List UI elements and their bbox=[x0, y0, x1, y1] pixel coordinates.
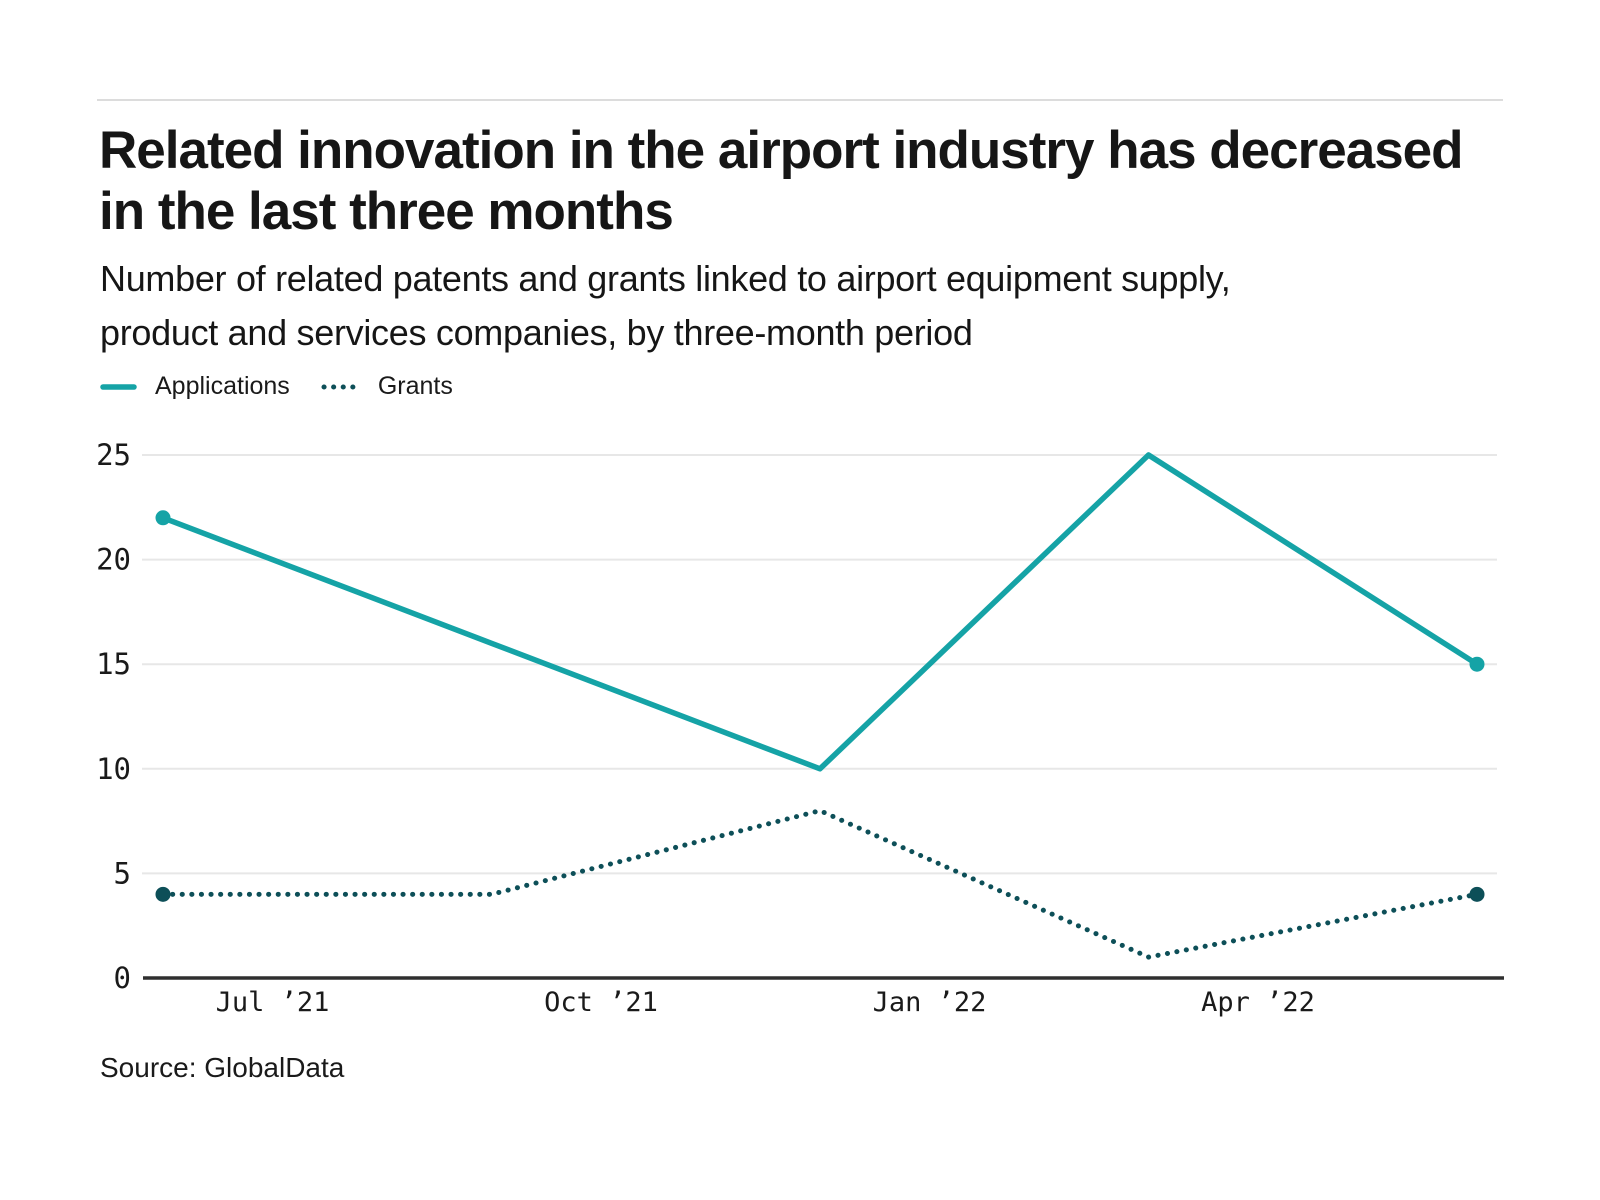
source-note: Source: GlobalData bbox=[100, 1052, 345, 1083]
legend-item-applications: Applications bbox=[100, 372, 290, 401]
y-tick-label-20: 20 bbox=[96, 543, 131, 577]
legend: Applications Grants bbox=[100, 372, 453, 401]
chart-subtitle-line-2: product and services companies, by three… bbox=[100, 312, 973, 353]
applications-solid-line-swatch-icon bbox=[100, 383, 137, 390]
x-tick-label-1: Oct ’21 bbox=[544, 987, 658, 1018]
chart-area: 0 5 10 15 20 25 Jul ’21 Oct ’21 Jan ’22 Apr ’22 bbox=[0, 425, 1600, 1050]
x-tick-label-0: Jul ’21 bbox=[216, 987, 330, 1018]
top-divider-rule bbox=[97, 99, 1503, 101]
y-tick-label-5: 5 bbox=[114, 856, 131, 890]
x-tick-label-3: Apr ’22 bbox=[1201, 987, 1315, 1018]
data-point-marker-applications-4 bbox=[1469, 656, 1485, 672]
y-tick-label-0: 0 bbox=[114, 961, 131, 995]
chart-title-line-2: in the last three months bbox=[99, 182, 674, 241]
grants-dotted-line-swatch-icon bbox=[321, 384, 360, 389]
series-line-grants bbox=[160, 808, 1480, 960]
chart-subtitle: Number of related patents and grants lin… bbox=[100, 252, 1231, 360]
x-tick-label-2: Jan ’22 bbox=[873, 987, 987, 1018]
chart-title-line-1: Related innovation in the airport indust… bbox=[99, 121, 1464, 180]
data-point-marker-grants-4 bbox=[1469, 886, 1485, 902]
y-tick-label-15: 15 bbox=[96, 647, 131, 681]
data-point-marker-applications-0 bbox=[155, 510, 171, 526]
legend-label-applications: Applications bbox=[155, 372, 290, 400]
line-chart: 0 5 10 15 20 25 Jul ’21 Oct ’21 Jan ’22 Apr ’22 bbox=[96, 438, 1504, 1018]
legend-label-grants: Grants bbox=[377, 372, 453, 400]
y-tick-label-25: 25 bbox=[96, 438, 131, 472]
data-point-marker-grants-0 bbox=[155, 886, 171, 902]
chart-subtitle-line-1: Number of related patents and grants lin… bbox=[100, 258, 1231, 299]
series-line-applications bbox=[162, 452, 1479, 772]
chart-title: Related innovation in the airport indust… bbox=[99, 120, 1464, 242]
legend-item-grants: Grants bbox=[321, 372, 453, 401]
y-tick-label-10: 10 bbox=[96, 752, 131, 786]
